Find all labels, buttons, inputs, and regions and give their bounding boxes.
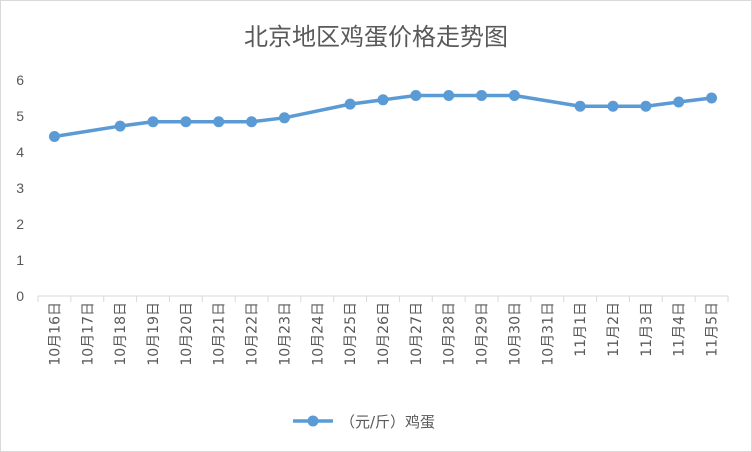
y-tick-label: 3 [16, 180, 24, 196]
x-tick-label: 10月20日 [179, 302, 195, 366]
x-tick-label: 11月1日 [573, 302, 589, 357]
x-tick-label: 10月29日 [475, 302, 491, 366]
x-tick-label: 10月16日 [47, 302, 63, 366]
legend-marker-swatch [307, 415, 319, 427]
x-tick-label: 10月17日 [80, 302, 96, 366]
y-tick-label: 4 [16, 144, 24, 160]
x-tick-label: 10月25日 [343, 302, 359, 366]
data-point[interactable] [344, 98, 356, 110]
x-tick-label: 10月18日 [113, 302, 129, 366]
y-tick-label: 0 [16, 288, 24, 304]
chart-title: 北京地区鸡蛋价格走势图 [244, 23, 508, 51]
x-tick-label: 10月19日 [146, 302, 162, 366]
data-point[interactable] [673, 96, 685, 108]
x-tick-label: 11月4日 [672, 302, 688, 357]
y-tick-label: 5 [16, 108, 24, 124]
y-tick-label: 2 [16, 216, 24, 232]
x-tick-label: 10月26日 [376, 302, 392, 366]
y-tick-label: 1 [16, 252, 24, 268]
data-point[interactable] [410, 89, 422, 101]
data-point[interactable] [114, 120, 126, 132]
x-tick-label: 10月31日 [540, 302, 556, 366]
data-point[interactable] [640, 100, 652, 112]
data-point[interactable] [213, 116, 225, 128]
x-tick-label: 11月2日 [606, 302, 622, 357]
legend[interactable]: （元/斤）鸡蛋 [293, 413, 435, 431]
x-tick-label: 11月5日 [705, 302, 721, 357]
y-axis: 0 1 2 3 4 5 6 [16, 72, 24, 304]
legend-label: （元/斤）鸡蛋 [340, 413, 435, 431]
data-point[interactable] [278, 112, 290, 124]
y-tick-label: 6 [16, 72, 24, 88]
data-point[interactable] [180, 116, 192, 128]
x-tick-labels: 10月16日 10月17日 10月18日 10月19日 10月20日 10月21日 10月2… [47, 302, 720, 366]
x-axis [37, 295, 729, 302]
x-tick-label: 10月23日 [277, 302, 293, 366]
x-tick-label: 10月28日 [442, 302, 458, 366]
data-point[interactable] [607, 100, 619, 112]
x-tick-label: 10月27日 [409, 302, 425, 366]
data-point[interactable] [476, 89, 488, 101]
data-point[interactable] [508, 89, 520, 101]
x-tick-label: 10月21日 [212, 302, 228, 366]
x-tick-label: 10月22日 [245, 302, 261, 366]
series-group [48, 89, 718, 143]
data-point[interactable] [246, 116, 258, 128]
data-point[interactable] [443, 89, 455, 101]
data-point[interactable] [48, 131, 60, 143]
data-point[interactable] [377, 94, 389, 106]
data-point[interactable] [706, 92, 718, 104]
data-point[interactable] [147, 116, 159, 128]
x-tick-label: 10月30日 [507, 302, 523, 366]
data-point[interactable] [574, 100, 586, 112]
x-tick-label: 11月3日 [639, 302, 655, 357]
x-tick-label: 10月24日 [310, 302, 326, 366]
